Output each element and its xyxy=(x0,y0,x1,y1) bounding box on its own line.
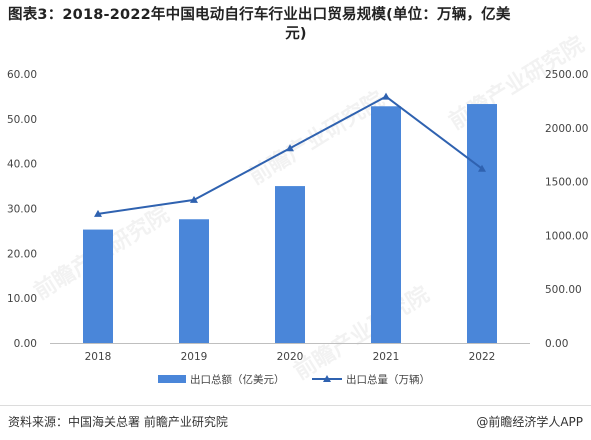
x-tick-label-2022: 2022 xyxy=(469,351,496,363)
y-right-tick-label-3: 1500.00 xyxy=(545,177,588,189)
y-right-tick-label-4: 2000.00 xyxy=(545,123,588,135)
legend-label-bar: 出口总额（亿美元） xyxy=(190,373,285,386)
y-right-tick-label-2: 1000.00 xyxy=(545,230,588,242)
title-line-1: 图表3：2018-2022年中国电动自行车行业出口贸易规模(单位：万辆，亿美 xyxy=(8,7,511,23)
watermark-text-3: 前瞻产业研究院 xyxy=(289,281,433,385)
legend-marker-line xyxy=(323,375,331,382)
chart: 前瞻产业研究院前瞻产业研究院前瞻产业研究院前瞻产业研究院0.0010.0020.… xyxy=(7,31,589,386)
legend-swatch-bar xyxy=(158,375,186,383)
credit-label: @前瞻经济学人APP xyxy=(476,415,583,429)
y-left-tick-label-6: 60.00 xyxy=(7,69,37,81)
bar-2022 xyxy=(467,104,497,343)
bar-2021 xyxy=(371,106,401,343)
watermark-text-1: 前瞻产业研究院 xyxy=(244,86,388,190)
footer: 资料来源：中国海关总署 前瞻产业研究院 @前瞻经济学人APP xyxy=(0,405,591,435)
title-line-2: 元) xyxy=(285,26,307,42)
bar-2020 xyxy=(275,186,305,343)
legend-label-line: 出口总量（万辆） xyxy=(346,373,430,386)
x-tick-label-2020: 2020 xyxy=(277,351,304,363)
x-tick-label-2019: 2019 xyxy=(181,351,208,363)
x-tick-label-2018: 2018 xyxy=(85,351,112,363)
y-left-tick-label-2: 20.00 xyxy=(7,248,37,260)
footer-divider xyxy=(0,405,591,406)
bar-2018 xyxy=(83,229,113,343)
source-note: 资料来源：中国海关总署 前瞻产业研究院 xyxy=(8,415,228,429)
y-right-tick-label-5: 2500.00 xyxy=(545,69,588,81)
bar-2019 xyxy=(179,219,209,343)
chart-title: 图表3：2018-2022年中国电动自行车行业出口贸易规模(单位：万辆，亿美 元… xyxy=(8,6,584,44)
line-point-2021 xyxy=(382,92,390,100)
line-point-2018 xyxy=(94,209,102,217)
watermark-text-2: 前瞻产业研究院 xyxy=(444,31,588,135)
y-left-tick-label-0: 0.00 xyxy=(14,338,37,350)
y-left-tick-label-4: 40.00 xyxy=(7,159,37,171)
y-left-tick-label-3: 30.00 xyxy=(7,204,37,216)
line-point-2020 xyxy=(286,144,294,152)
y-left-tick-label-5: 50.00 xyxy=(7,114,37,126)
line-point-2019 xyxy=(190,195,198,203)
line-point-2022 xyxy=(478,164,486,172)
x-tick-label-2021: 2021 xyxy=(373,351,400,363)
y-left-tick-label-1: 10.00 xyxy=(7,293,37,305)
y-right-tick-label-0: 0.00 xyxy=(545,338,568,350)
y-right-tick-label-1: 500.00 xyxy=(545,284,582,296)
